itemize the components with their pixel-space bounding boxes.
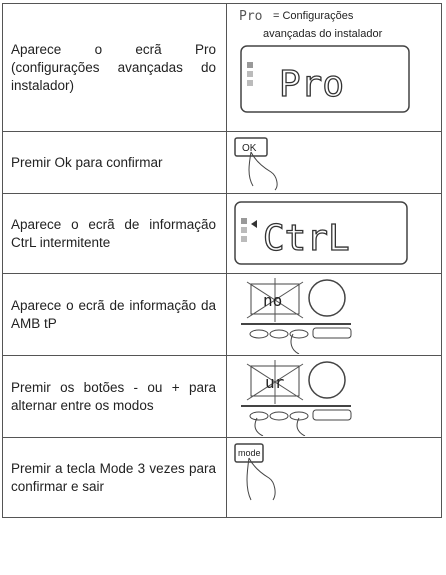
- instruction-table: Aparece o ecrã Pro (configurações avança…: [2, 3, 442, 518]
- lcd-text: no: [263, 291, 282, 310]
- hand: [254, 417, 306, 436]
- step-illustration: mode: [226, 437, 442, 518]
- pro-symbol: Pro: [239, 9, 262, 24]
- button-label: OK: [242, 143, 257, 154]
- step-text: Aparece o ecrã Pro (configurações avança…: [2, 3, 227, 132]
- lcd-text: ur: [265, 373, 285, 392]
- arrow: [251, 220, 257, 228]
- flash: [246, 360, 304, 404]
- ok-button: OK: [234, 137, 278, 191]
- ctrl-display: CtrL: [234, 201, 408, 265]
- indicator: [241, 236, 247, 242]
- key: [269, 411, 289, 421]
- step-text: Premir a tecla Mode 3 vezes para confirm…: [2, 437, 227, 518]
- indicator: [247, 80, 253, 86]
- step-illustration: CtrL: [226, 193, 442, 274]
- indicator: [241, 218, 247, 224]
- pro-display: Pro = Configurações avançadas do instala…: [239, 9, 410, 113]
- dial: [308, 361, 346, 399]
- mode-button: mode: [234, 443, 276, 501]
- step-illustration: Pro = Configurações avançadas do instala…: [226, 3, 442, 132]
- indicator: [241, 227, 247, 233]
- button: [234, 137, 268, 157]
- key: [249, 329, 269, 339]
- step-text: Premir Ok para confirmar: [2, 131, 227, 194]
- key: [289, 329, 309, 339]
- dial: [308, 279, 346, 317]
- note: avançadas do instalador: [263, 28, 383, 40]
- lcd-frame: [234, 201, 408, 265]
- thermostat: ur: [241, 360, 352, 436]
- step-text: Aparece o ecrã de informação da AMB tP: [2, 273, 227, 356]
- hand: [246, 457, 276, 501]
- key: [312, 327, 352, 339]
- button-label: mode: [238, 448, 261, 458]
- lcd-text: CtrL: [263, 218, 350, 259]
- step-illustration: ur: [226, 355, 442, 438]
- step-text: Premir os botões - ou + para alternar en…: [2, 355, 227, 438]
- key: [249, 411, 269, 421]
- lcd-text: Pro: [279, 64, 344, 105]
- key: [312, 409, 352, 421]
- key: [269, 329, 289, 339]
- button: [234, 443, 264, 463]
- lcd-frame: [240, 45, 410, 113]
- thermostat: no: [241, 278, 352, 354]
- hand: [248, 151, 278, 191]
- indicator: [247, 62, 253, 68]
- note: = Configurações: [273, 10, 354, 22]
- step-illustration: no: [226, 273, 442, 356]
- indicator: [247, 71, 253, 77]
- step-text: Aparece o ecrã de informação CtrL interm…: [2, 193, 227, 274]
- flash: [246, 278, 304, 322]
- step-illustration: OK: [226, 131, 442, 194]
- key: [289, 411, 309, 421]
- hand: [290, 333, 300, 354]
